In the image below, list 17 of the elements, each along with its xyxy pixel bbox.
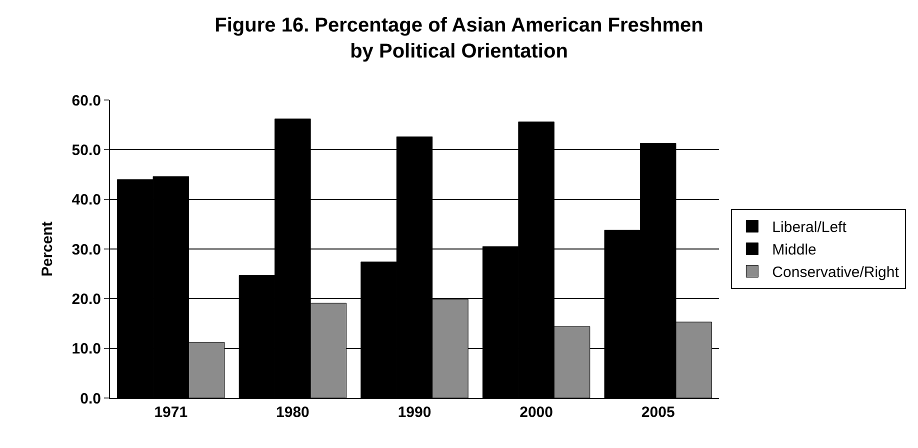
legend-label: Liberal/Left (772, 219, 848, 236)
y-tick-label: 60.0 (72, 92, 101, 110)
y-tick-label: 10.0 (72, 340, 101, 358)
y-tick-label: 40.0 (72, 192, 101, 209)
chart-title: Figure 16. Percentage of Asian American Freshmen by Political Orientation (214, 14, 704, 62)
y-tick-label: 30.0 (72, 241, 101, 258)
x-tick-label: 2005 (641, 404, 675, 421)
x-tick-label: 2000 (520, 404, 553, 421)
x-tick-label: 1971 (154, 404, 188, 421)
y-tick-label: 20.0 (72, 290, 101, 308)
x-tick-label: 1990 (398, 404, 432, 421)
legend-label: Middle (772, 242, 816, 259)
x-tick-label: 1980 (276, 404, 310, 421)
legend-label: Conservative/Right (772, 264, 900, 282)
y-axis-title: Percent (39, 221, 56, 277)
y-tick-label: 50.0 (72, 142, 101, 159)
y-tick-label: 0.0 (80, 390, 101, 408)
